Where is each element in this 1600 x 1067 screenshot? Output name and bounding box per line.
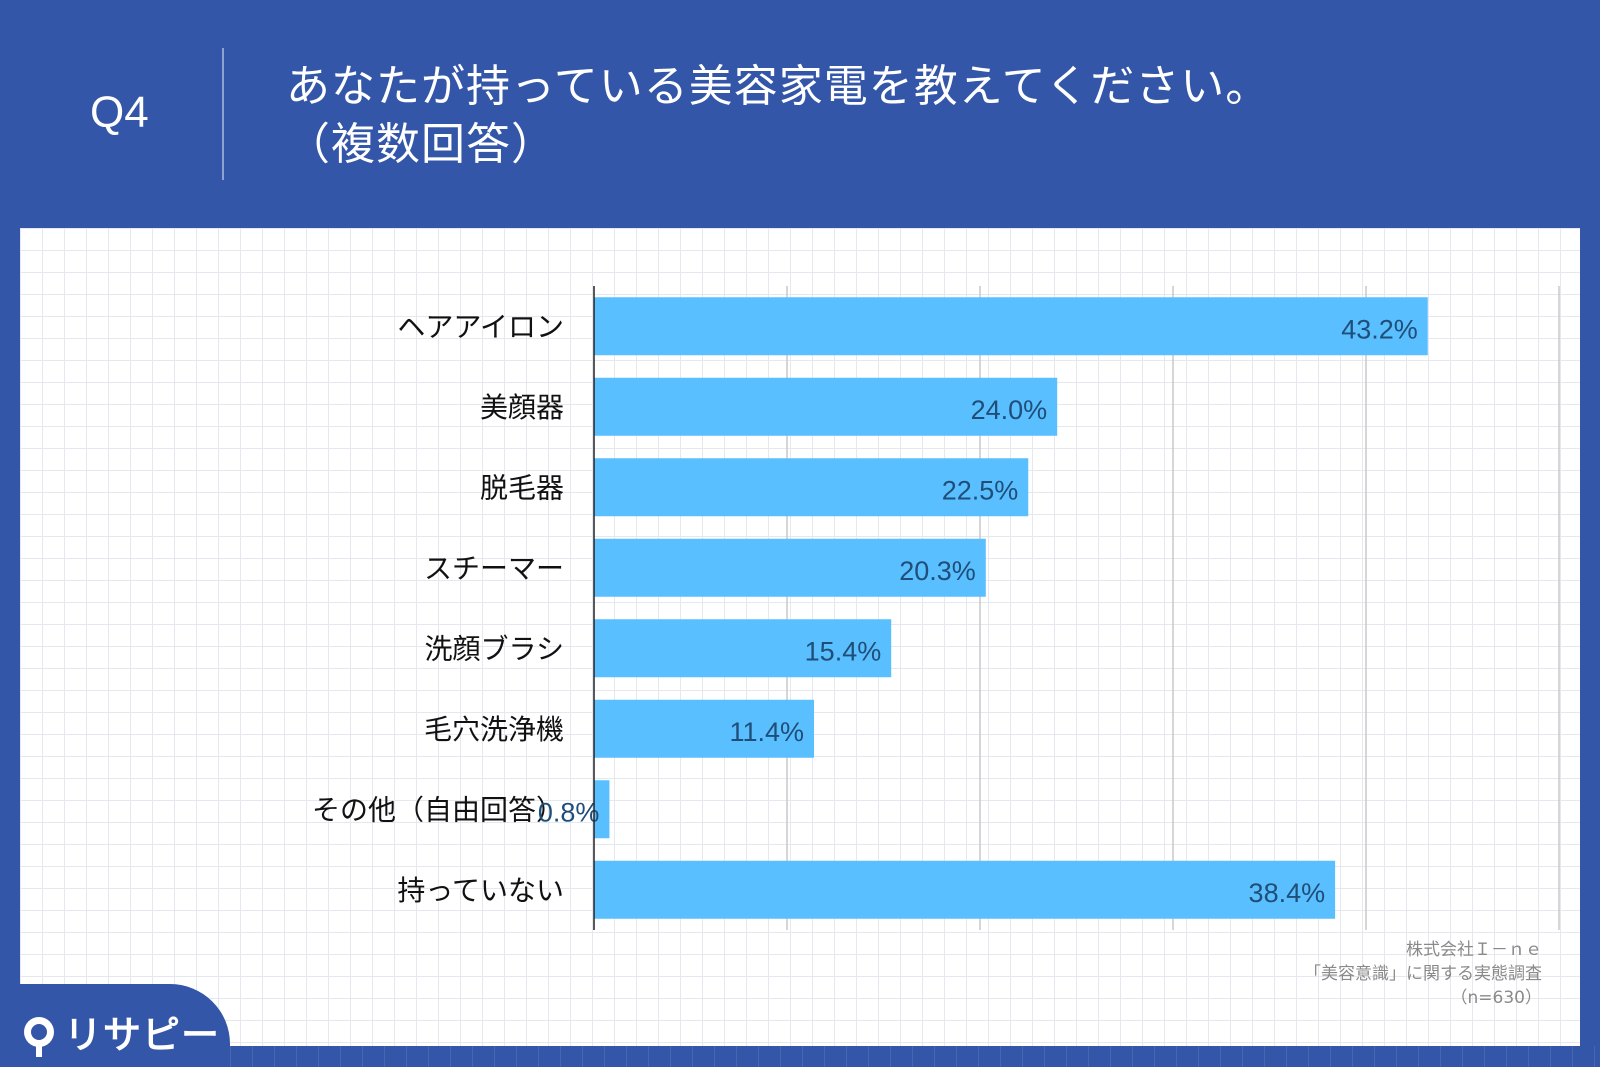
logo: リサピー bbox=[24, 1004, 220, 1059]
header-divider bbox=[222, 48, 224, 180]
data-label: 20.3% bbox=[899, 556, 976, 586]
category-label: 洗顔ブラシ bbox=[425, 632, 564, 665]
question-title: あなたが持っている美容家電を教えてください。 （複数回答） bbox=[286, 58, 1270, 174]
pin-icon bbox=[24, 1016, 54, 1057]
data-label: 0.8% bbox=[538, 797, 600, 827]
bar bbox=[594, 860, 1336, 919]
bar bbox=[594, 377, 1058, 436]
source-company: 株式会社Ｉ－ｎｅ bbox=[1406, 940, 1542, 960]
logo-text: リサピー bbox=[64, 1013, 221, 1057]
data-label: 15.4% bbox=[805, 636, 882, 666]
source-survey: 「美容意識」に関する実態調査 bbox=[1304, 964, 1542, 984]
bar bbox=[594, 619, 892, 678]
bar bbox=[594, 297, 1428, 356]
bar bbox=[594, 458, 1029, 517]
category-label: 美顔器 bbox=[480, 391, 564, 424]
chart-panel: ヘアアイロン 43.2% 美顔器 24.0% 脱毛器 22.5% スチーマー 20.3% 洗顔ブ… bbox=[20, 228, 1580, 1046]
data-label: 43.2% bbox=[1341, 314, 1418, 344]
question-title-line1: あなたが持っている美容家電を教えてください。 bbox=[286, 61, 1271, 112]
question-number: Q4 bbox=[90, 88, 149, 137]
data-label: 11.4% bbox=[729, 717, 804, 747]
bar bbox=[594, 538, 986, 597]
category-label: 毛穴洗浄機 bbox=[424, 713, 564, 746]
bar-chart: ヘアアイロン 43.2% 美顔器 24.0% 脱毛器 22.5% スチーマー 20.3% 洗顔ブ… bbox=[312, 286, 1560, 930]
bar bbox=[594, 780, 610, 839]
data-label: 38.4% bbox=[1249, 878, 1326, 908]
header: Q4 あなたが持っている美容家電を教えてください。 （複数回答） bbox=[0, 0, 1600, 226]
category-label: 脱毛器 bbox=[480, 471, 564, 504]
bar bbox=[594, 699, 815, 758]
data-label: 24.0% bbox=[971, 395, 1048, 425]
data-label: 22.5% bbox=[942, 475, 1019, 505]
category-label: 持っていない bbox=[397, 874, 564, 907]
question-title-line2: （複数回答） bbox=[286, 119, 556, 170]
category-label: スチーマー bbox=[424, 552, 564, 585]
source-sample: （n=630） bbox=[1450, 988, 1542, 1008]
category-label: その他（自由回答） bbox=[312, 793, 564, 826]
category-label: ヘアアイロン bbox=[397, 310, 564, 343]
source-note: 株式会社Ｉ－ｎｅ 「美容意識」に関する実態調査 （n=630） bbox=[1304, 938, 1542, 1010]
bottom-strip bbox=[230, 1046, 1600, 1067]
